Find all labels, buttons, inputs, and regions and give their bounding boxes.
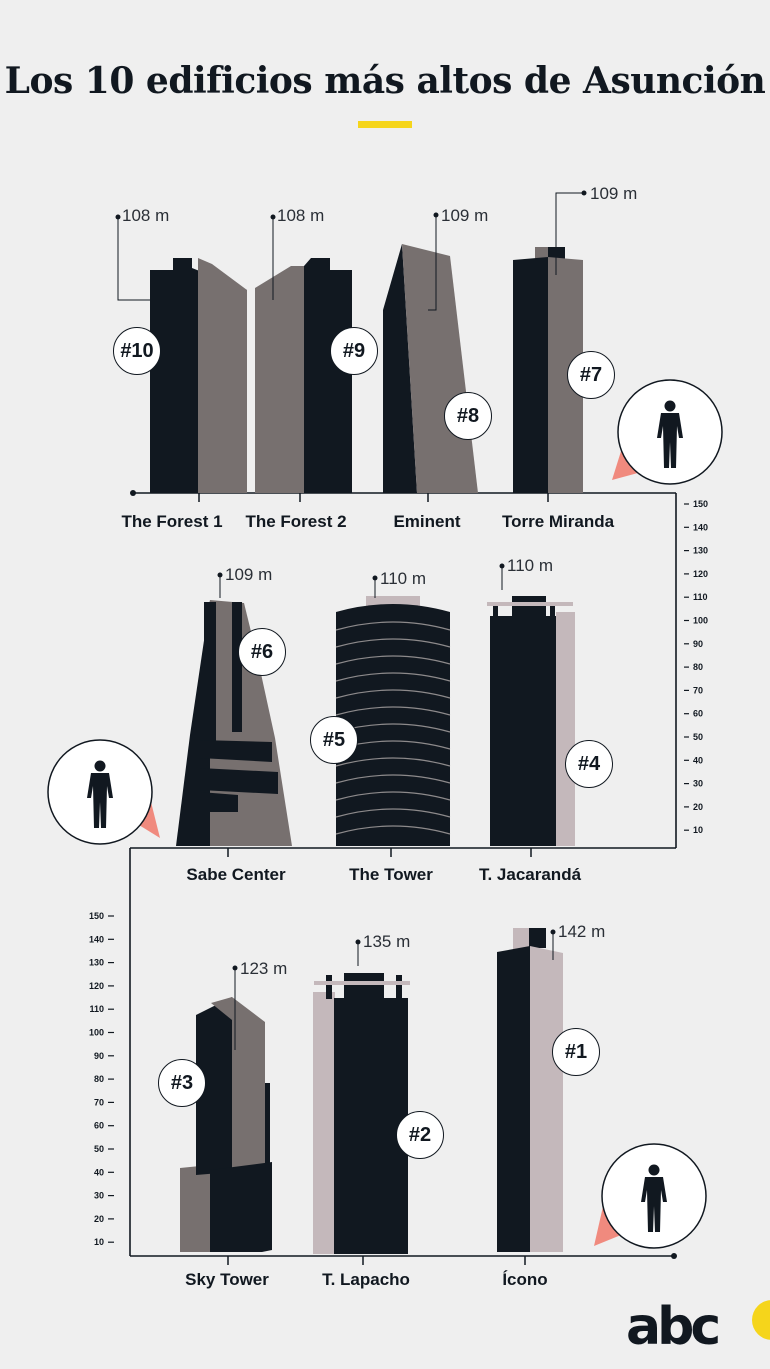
scale-tick-label: 150 [89, 911, 104, 921]
scale-tick-label: 30 [693, 779, 703, 789]
height-label-10: 108 m [122, 206, 170, 225]
scale-tick-label: 80 [693, 662, 703, 672]
scale-tick-label: 60 [693, 709, 703, 719]
height-label-2: 135 m [363, 932, 411, 951]
building-torre-miranda [513, 247, 583, 493]
scale-tick-label: 30 [94, 1191, 104, 1201]
rank-badge-9: #9 [330, 327, 378, 375]
building-sky-tower [180, 997, 272, 1252]
rank-badge-1: #1 [552, 1028, 600, 1076]
scale-tick-label: 50 [693, 732, 703, 742]
scale-tick-label: 60 [94, 1121, 104, 1131]
building-name-6: Sabe Center [186, 865, 286, 884]
scale-tick-label: 130 [89, 958, 104, 968]
scale-tick-label: 10 [693, 825, 703, 835]
label-ticks [198, 493, 549, 1265]
building-name-5: The Tower [349, 865, 433, 884]
rank-badge-8: #8 [444, 392, 492, 440]
height-label-6: 109 m [225, 565, 273, 584]
building-name-10: The Forest 1 [121, 512, 223, 531]
human-scale-row3 [594, 1143, 707, 1249]
building-icono [497, 928, 563, 1252]
building-the-forest-1 [150, 258, 247, 493]
rank-badge-2: #2 [396, 1111, 444, 1159]
scale-tick-label: 110 [693, 592, 708, 602]
building-sabe-center [176, 600, 292, 846]
human-scale-row1 [612, 379, 723, 485]
title-accent-bar [358, 121, 412, 128]
building-t-lapacho [313, 973, 410, 1254]
scale-tick-label: 70 [693, 685, 703, 695]
building-name-2: T. Lapacho [322, 1270, 410, 1289]
building-name-8: Eminent [393, 512, 461, 531]
rank-badge-7: #7 [567, 351, 615, 399]
scale-tick-label: 40 [94, 1167, 104, 1177]
scale-tick-label: 100 [693, 616, 708, 626]
scale-tick-label: 70 [94, 1097, 104, 1107]
height-label-3: 123 m [240, 959, 288, 978]
building-the-forest-2 [255, 258, 352, 493]
building-eminent [383, 244, 478, 493]
building-t-jacaranda [487, 596, 575, 846]
scale-tick-label: 50 [94, 1144, 104, 1154]
scale-tick-label: 120 [693, 569, 708, 579]
height-label-4: 110 m [507, 556, 553, 575]
scale-tick-label: 20 [94, 1214, 104, 1224]
scale-tick-label: 140 [693, 522, 708, 532]
abc-logo-dot [752, 1300, 770, 1340]
scale-tick-label: 100 [89, 1028, 104, 1038]
scale-tick-label: 80 [94, 1074, 104, 1084]
scale-tick-label: 40 [693, 755, 703, 765]
building-the-tower [335, 596, 451, 846]
height-label-7: 109 m [590, 184, 638, 203]
building-name-1: Ícono [502, 1270, 548, 1289]
height-label-1: 142 m [558, 922, 606, 941]
scale-tick-label: 110 [89, 1004, 104, 1014]
scale-tick-label: 20 [693, 802, 703, 812]
height-scale-left: 150 140 130 120 110 100 90 80 70 60 50 40 30 20 10 [89, 911, 114, 1247]
page-title: Los 10 edificios más altos de Asunción [4, 60, 766, 102]
rank-badge-10: #10 [113, 327, 161, 375]
scale-tick-label: 10 [94, 1237, 104, 1247]
scale-tick-label: 120 [89, 981, 104, 991]
building-name-9: The Forest 2 [245, 512, 347, 531]
building-name-4: T. Jacarandá [478, 865, 582, 884]
height-leaders [117, 192, 584, 1050]
human-scale-row2 [47, 739, 160, 845]
scale-tick-label: 90 [94, 1051, 104, 1061]
rank-badge-4: #4 [565, 740, 613, 788]
scale-tick-label: 140 [89, 934, 104, 944]
scale-tick-label: 130 [693, 546, 708, 556]
abc-logo: abc [626, 1297, 721, 1357]
scale-tick-label: 150 [693, 499, 708, 509]
rank-badge-3: #3 [158, 1059, 206, 1107]
scale-tick-label: 90 [693, 639, 703, 649]
height-label-8: 109 m [441, 206, 489, 225]
height-label-9: 108 m [277, 206, 325, 225]
rank-badge-6: #6 [238, 628, 286, 676]
building-name-3: Sky Tower [185, 1270, 269, 1289]
height-label-5: 110 m [380, 569, 426, 588]
height-scale-right: 150 140 130 120 110 100 90 80 70 60 50 40 30 20 10 [684, 499, 708, 835]
building-name-7: Torre Miranda [501, 512, 615, 531]
rank-badge-5: #5 [310, 716, 358, 764]
